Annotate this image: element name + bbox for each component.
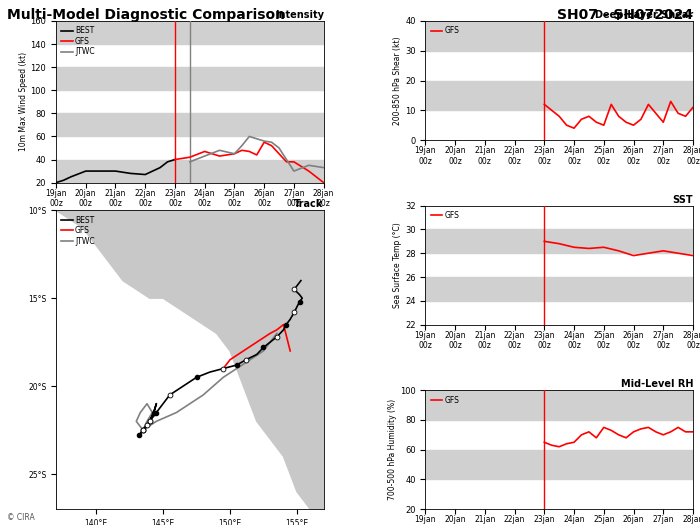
- Legend: GFS: GFS: [429, 394, 461, 406]
- Bar: [56, 21, 323, 44]
- Bar: [56, 113, 323, 136]
- Y-axis label: 10m Max Wind Speed (kt): 10m Max Wind Speed (kt): [19, 52, 27, 151]
- Bar: [56, 67, 323, 90]
- Legend: BEST, GFS, JTWC: BEST, GFS, JTWC: [60, 214, 97, 247]
- Legend: GFS: GFS: [429, 209, 461, 222]
- Text: Intensity: Intensity: [274, 10, 323, 20]
- Legend: GFS: GFS: [429, 25, 461, 37]
- Bar: [426, 21, 693, 51]
- Bar: [426, 80, 693, 110]
- Bar: [426, 229, 693, 253]
- Text: SST: SST: [673, 195, 693, 205]
- Text: Mid-Level RH: Mid-Level RH: [620, 380, 693, 390]
- Bar: [426, 390, 693, 420]
- Text: Multi-Model Diagnostic Comparison: Multi-Model Diagnostic Comparison: [7, 8, 285, 22]
- Text: Track: Track: [294, 200, 323, 209]
- Y-axis label: 200-850 hPa Shear (kt): 200-850 hPa Shear (kt): [393, 36, 402, 125]
- Y-axis label: Sea Surface Temp (°C): Sea Surface Temp (°C): [393, 222, 402, 308]
- Bar: [426, 450, 693, 479]
- Y-axis label: 700-500 hPa Humidity (%): 700-500 hPa Humidity (%): [388, 399, 397, 500]
- Legend: BEST, GFS, JTWC: BEST, GFS, JTWC: [60, 25, 97, 58]
- Bar: [56, 160, 323, 183]
- Polygon shape: [56, 210, 323, 509]
- Text: © CIRA: © CIRA: [7, 513, 35, 522]
- Text: Deep-Layer Shear: Deep-Layer Shear: [595, 10, 693, 20]
- Bar: [426, 277, 693, 301]
- Text: SH07 - SH072024: SH07 - SH072024: [557, 8, 693, 22]
